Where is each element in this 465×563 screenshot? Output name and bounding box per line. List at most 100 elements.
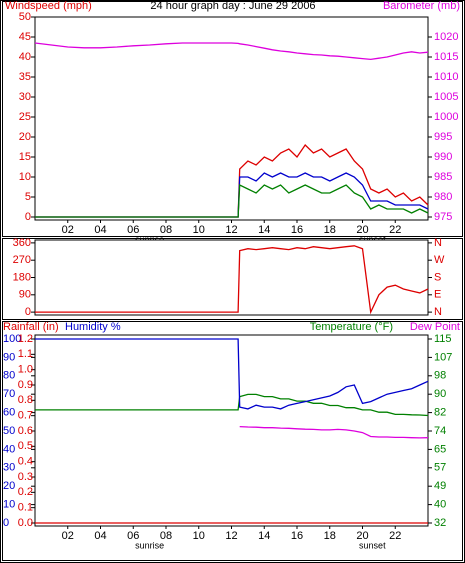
y-tick-label: S bbox=[434, 271, 441, 283]
y-tick-label: 0.1 bbox=[18, 502, 33, 514]
y-tick-label: 50 bbox=[19, 11, 31, 23]
y-tick-label: 25 bbox=[19, 111, 31, 123]
y-tick-label: 1.2 bbox=[18, 333, 33, 345]
y-tick-label: 975 bbox=[434, 211, 452, 223]
y-tick-label: 1020 bbox=[434, 31, 458, 43]
x-tick-label: 14 bbox=[258, 530, 270, 542]
x-tick-label: 14 bbox=[258, 224, 270, 236]
y-tick-label: 50 bbox=[3, 425, 15, 437]
x-tick-label: 06 bbox=[127, 530, 139, 542]
x-tick-label: 22 bbox=[389, 224, 401, 236]
plot-area bbox=[34, 334, 429, 527]
panel-frame bbox=[2, 238, 463, 320]
x-tick-label: 02 bbox=[62, 224, 74, 236]
y-tick-label: 0.8 bbox=[18, 394, 33, 406]
y-tick-label: 70 bbox=[3, 388, 15, 400]
y-tick-label: 1000 bbox=[434, 111, 458, 123]
x-tick-label: 04 bbox=[94, 224, 106, 236]
annotation: sunrise bbox=[135, 540, 164, 550]
y-tick-label: 98 bbox=[434, 370, 446, 382]
y-tick-label: 10 bbox=[19, 171, 31, 183]
x-tick-label: 02 bbox=[62, 530, 74, 542]
y-tick-label: 82 bbox=[434, 407, 446, 419]
y-tick-label: 45 bbox=[19, 31, 31, 43]
y-tick-label: 360 bbox=[13, 237, 31, 249]
y-tick-label: 0.4 bbox=[18, 456, 33, 468]
y-tick-label: 90 bbox=[19, 289, 31, 301]
y-tick-label: 57 bbox=[434, 462, 446, 474]
y-tick-label: 32 bbox=[434, 517, 446, 529]
x-tick-label: 04 bbox=[94, 530, 106, 542]
y-tick-label: 35 bbox=[19, 71, 31, 83]
panel-frame bbox=[2, 1, 463, 237]
y-tick-label: 20 bbox=[19, 131, 31, 143]
y-tick-label: 74 bbox=[434, 425, 446, 437]
y-tick-label: 990 bbox=[434, 151, 452, 163]
y-tick-label: 30 bbox=[19, 91, 31, 103]
x-tick-label: 08 bbox=[160, 530, 172, 542]
y-tick-label: 0.9 bbox=[18, 379, 33, 391]
x-tick-label: 12 bbox=[225, 530, 237, 542]
panel-frame bbox=[2, 321, 463, 561]
y-tick-label: 985 bbox=[434, 171, 452, 183]
y-tick-label: 65 bbox=[434, 443, 446, 455]
annotation: sunset bbox=[359, 540, 386, 550]
y-tick-label: E bbox=[434, 289, 441, 301]
y-tick-label: N bbox=[434, 306, 442, 318]
y-tick-label: 80 bbox=[3, 370, 15, 382]
y-tick-label: 60 bbox=[3, 407, 15, 419]
y-tick-label: 5 bbox=[25, 191, 31, 203]
y-tick-label: 90 bbox=[3, 351, 15, 363]
y-tick-label: 1010 bbox=[434, 71, 458, 83]
y-tick-label: 0.3 bbox=[18, 471, 33, 483]
series-line bbox=[35, 183, 429, 218]
x-tick-label: 20 bbox=[356, 224, 368, 236]
x-tick-label: 18 bbox=[324, 530, 336, 542]
y-tick-label: 0 bbox=[25, 306, 31, 318]
series-line bbox=[35, 338, 429, 410]
series-line bbox=[34, 42, 429, 61]
y-tick-label: 980 bbox=[434, 191, 452, 203]
y-tick-label: 0 bbox=[25, 211, 31, 223]
x-tick-label: 18 bbox=[324, 224, 336, 236]
x-tick-label: 10 bbox=[193, 224, 205, 236]
y-tick-label: 40 bbox=[19, 51, 31, 63]
y-tick-label: N bbox=[434, 237, 442, 249]
y-tick-label: 1015 bbox=[434, 51, 458, 63]
y-tick-label: W bbox=[434, 254, 445, 266]
y-tick-label: 107 bbox=[434, 351, 452, 363]
chart-title: 24 hour graph day : June 29 2006 bbox=[150, 0, 315, 12]
x-tick-label: 12 bbox=[225, 224, 237, 236]
y-tick-label: 1.1 bbox=[18, 348, 33, 360]
axis-label: Barometer (mb) bbox=[383, 0, 460, 12]
y-tick-label: 0.6 bbox=[18, 425, 33, 437]
y-tick-label: 995 bbox=[434, 131, 452, 143]
legend-label: Dew Point bbox=[410, 321, 460, 333]
x-tick-label: 16 bbox=[291, 224, 303, 236]
y-tick-label: 270 bbox=[13, 254, 31, 266]
y-tick-label: 90 bbox=[434, 388, 446, 400]
x-tick-label: 10 bbox=[193, 530, 205, 542]
y-tick-label: 1.0 bbox=[18, 364, 33, 376]
x-tick-label: 16 bbox=[291, 530, 303, 542]
y-tick-label: 0.0 bbox=[18, 517, 33, 529]
y-tick-label: 15 bbox=[19, 151, 31, 163]
axis-label: Temperature (°F) bbox=[310, 321, 393, 333]
y-tick-label: 40 bbox=[3, 443, 15, 455]
axis-label: Rainfall (in) bbox=[3, 321, 59, 333]
x-tick-label: 20 bbox=[356, 530, 368, 542]
y-tick-label: 0.5 bbox=[18, 440, 33, 452]
y-tick-label: 1005 bbox=[434, 91, 458, 103]
x-tick-label: 22 bbox=[389, 530, 401, 542]
series-line bbox=[35, 393, 429, 417]
annotation: sunrise bbox=[135, 234, 164, 244]
y-tick-label: 49 bbox=[434, 480, 446, 492]
series-line bbox=[239, 425, 429, 439]
x-tick-label: 08 bbox=[160, 224, 172, 236]
y-tick-label: 100 bbox=[3, 333, 21, 345]
y-tick-label: 0.2 bbox=[18, 486, 33, 498]
x-tick-label: 06 bbox=[127, 224, 139, 236]
y-tick-label: 180 bbox=[13, 271, 31, 283]
